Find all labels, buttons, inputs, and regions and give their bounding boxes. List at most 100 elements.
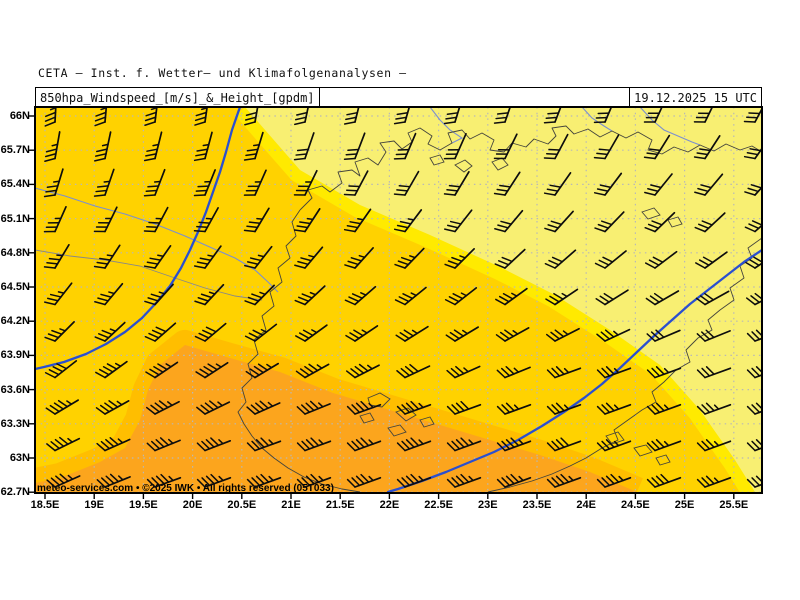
barb-feather [347,260,359,266]
barb-feather [198,221,211,224]
lon-label: 22.5E [424,499,453,511]
barb-feather [246,225,259,229]
barb-feather [195,153,207,157]
wind-barb [343,132,366,160]
barb-feather [250,404,261,413]
barb-feather [745,297,756,306]
barb-feather [448,184,461,188]
wind-barb [746,475,762,488]
barb-feather [496,369,506,379]
barb-feather [50,477,61,486]
wind-barb [693,135,721,160]
barb-feather [205,475,215,485]
barb-half-feather [765,442,769,446]
wind-barb [695,290,730,306]
height-contour-line [35,107,242,371]
barb-feather [655,366,665,375]
barb-feather [505,365,515,375]
barb-feather [351,404,361,414]
barb-feather [755,366,762,374]
barb-feather [251,440,261,450]
barb-feather [301,293,313,299]
barb-feather [605,475,615,485]
barb-feather [96,479,106,488]
barb-feather [101,477,111,486]
barb-feather [296,148,309,152]
barb-feather [200,404,211,413]
barb-feather [696,478,706,488]
barb-feather [105,475,115,485]
barb-half-feather [116,400,123,406]
barb-feather [294,299,306,306]
barb-feather [193,157,206,162]
barb-feather [650,184,662,189]
barb-feather [296,225,309,229]
barb-feather [109,437,119,446]
barb-feather [100,293,112,298]
barb-feather [159,437,170,446]
wind-barb [143,245,172,269]
barb-half-feather [613,330,619,336]
barb-feather [496,188,509,192]
island-outline [655,454,671,466]
wind-barb [246,400,281,415]
barb-feather [196,261,209,265]
wind-barb [593,107,613,124]
barb-feather [544,262,556,269]
barb-feather [750,184,762,189]
barb-feather [259,400,269,409]
barb-feather [249,257,262,262]
barb-feather [151,477,161,487]
barb-feather [755,329,762,337]
barb-feather [396,442,406,452]
barb-feather [47,333,60,339]
barb-feather [401,477,411,487]
barb-feather [450,367,461,377]
wind-barb [446,365,481,379]
wind-barb [495,327,530,342]
barb-feather [546,478,556,488]
barb-feather [144,335,156,342]
barb-feather [695,297,706,306]
barb-feather [499,184,511,188]
island-outline [387,424,407,437]
barb-feather [296,406,306,415]
barb-feather [54,438,65,448]
wind-barb [645,290,680,306]
barb-half-feather [165,363,172,368]
barb-feather [146,442,156,452]
island-outline [491,157,509,171]
barb-half-feather [308,254,316,258]
lon-label: 20.5E [227,499,257,511]
wind-barb [446,400,482,415]
barb-feather [146,225,159,229]
barb-feather [551,440,561,450]
barb-feather [505,475,515,485]
windspeed-shading-pale [245,107,762,492]
barb-feather [255,402,265,411]
barb-half-feather [512,330,519,335]
barb-feather [505,439,515,448]
barb-feather [643,156,656,160]
barb-feather [694,226,706,233]
barb-feather [452,293,464,300]
barb-feather [98,333,110,339]
barb-feather [396,478,406,488]
barb-half-feather [462,329,469,335]
barb-feather [309,400,320,410]
barb-half-feather [361,329,368,334]
wind-barb [393,209,423,233]
barb-feather [193,265,206,269]
barb-feather [397,260,410,266]
barb-feather [355,475,365,485]
barb-feather [151,329,163,336]
barb-feather [244,335,256,342]
barb-feather [596,188,609,192]
barb-feather [405,475,415,485]
barb-feather [249,368,260,376]
lon-label: 24.5E [621,499,650,511]
barb-feather [605,439,615,448]
barb-feather [545,298,556,306]
island-outline [605,431,625,445]
wind-barb [43,205,67,233]
